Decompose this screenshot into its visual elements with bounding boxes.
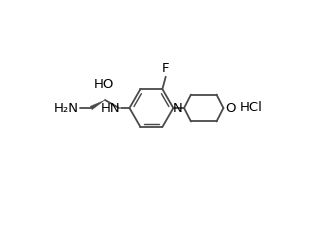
Text: HN: HN bbox=[100, 101, 120, 115]
Text: HO: HO bbox=[94, 78, 114, 91]
Text: F: F bbox=[162, 61, 170, 74]
Text: HCl: HCl bbox=[240, 101, 263, 114]
Polygon shape bbox=[90, 100, 105, 110]
Text: H₂N: H₂N bbox=[54, 101, 79, 115]
Text: O: O bbox=[225, 101, 236, 115]
Text: N: N bbox=[172, 101, 182, 115]
